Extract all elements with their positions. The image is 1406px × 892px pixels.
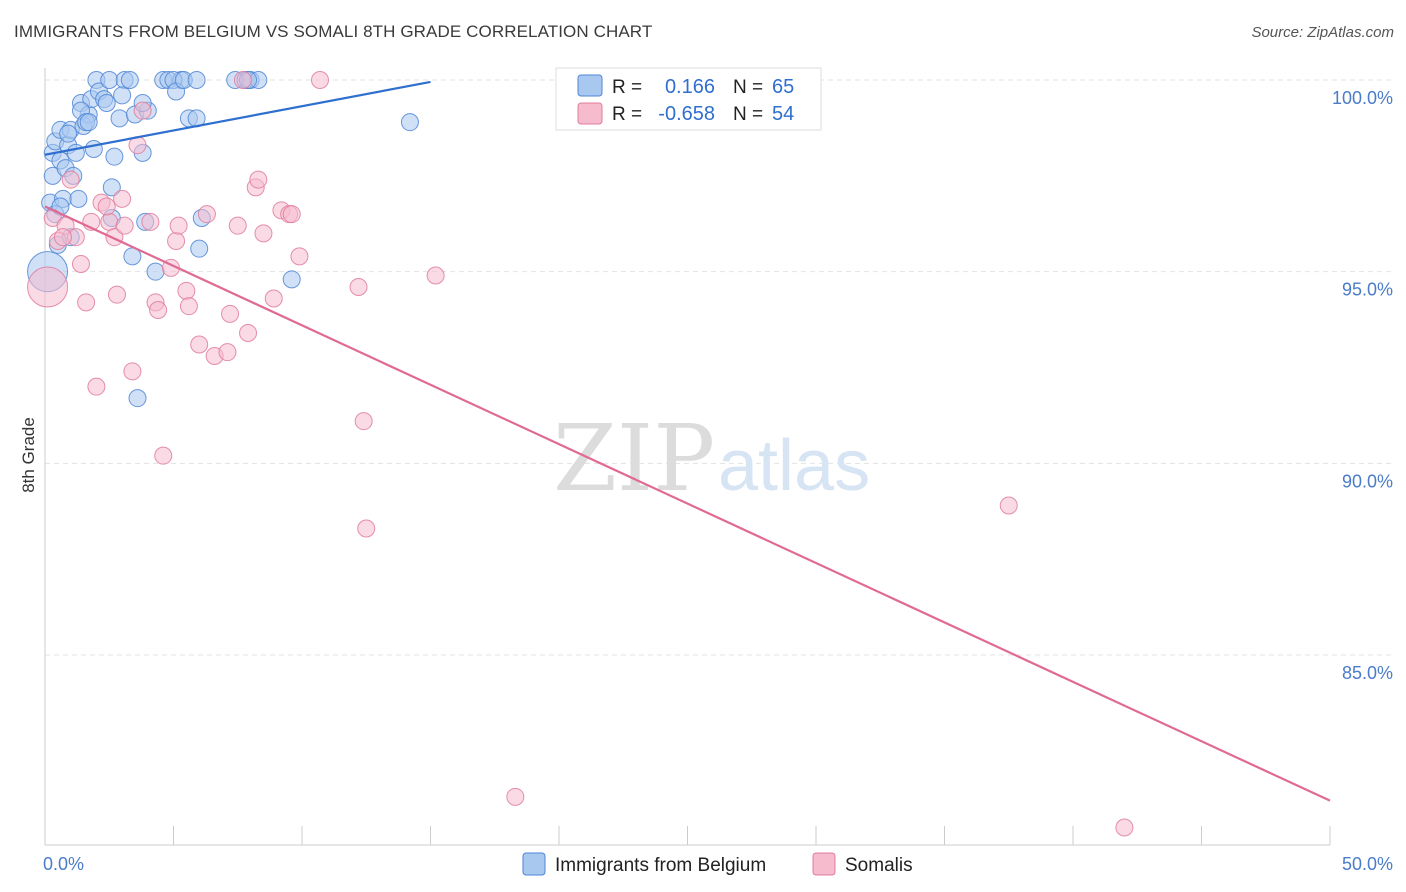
y-axis-title: 8th Grade <box>19 417 38 493</box>
belgium-point <box>79 113 98 132</box>
somalis-point <box>27 266 69 308</box>
stats-r-value-pink: -0.658 <box>658 103 715 125</box>
belgium-point <box>282 270 301 289</box>
y-tick-label: 95.0% <box>1342 280 1393 300</box>
stats-n-value-blue: 65 <box>772 76 794 98</box>
watermark-atlas: atlas <box>718 426 870 506</box>
somalis-point <box>179 297 198 316</box>
somalis-point <box>357 519 376 538</box>
belgium-point <box>100 71 119 89</box>
stats-legend: R = 0.166 N = 65 R = -0.658 N = 54 <box>555 67 822 131</box>
somalis-point <box>282 205 301 224</box>
belgium-point <box>187 71 206 89</box>
somalis-point <box>254 224 273 243</box>
belgium-point <box>113 86 132 105</box>
somalis-point <box>115 216 134 235</box>
stats-n-value-pink: 54 <box>772 103 794 125</box>
grid-layer <box>45 79 1395 656</box>
stats-n-label-pink: N = <box>733 104 763 125</box>
stats-r-label-pink: R = <box>612 104 642 125</box>
somalis-point <box>1115 818 1134 837</box>
somalis-point <box>97 197 116 216</box>
somalis-point <box>149 301 168 319</box>
somalis-point <box>999 496 1018 515</box>
somalis-point <box>53 228 72 247</box>
chart-source: Source: ZipAtlas.com <box>1251 24 1394 41</box>
chart-title: IMMIGRANTS FROM BELGIUM VS SOMALI 8TH GR… <box>14 22 653 41</box>
legend-label-somalis: Somalis <box>845 855 913 876</box>
somalis-point <box>177 281 196 300</box>
belgium-point <box>102 178 121 197</box>
watermark-zip: ZIP <box>553 405 715 512</box>
series-legend: Immigrants from Belgium Somalis <box>522 852 913 876</box>
somalis-point <box>133 101 152 120</box>
stats-legend-swatch-pink <box>577 102 603 125</box>
somalis-point <box>197 205 216 224</box>
x-tick-label: 0.0% <box>43 854 84 874</box>
legend-swatch-belgium <box>522 852 546 876</box>
somalis-point <box>264 289 283 308</box>
somalis-point <box>167 232 186 250</box>
somalis-point <box>61 170 80 189</box>
belgium-point <box>400 113 419 132</box>
somalis-point <box>100 212 119 231</box>
axis-layer: 100.0% 95.0% 90.0% 85.0% 0.0% 50.0% <box>43 68 1393 874</box>
somalis-point <box>113 189 132 208</box>
legend-label-belgium: Immigrants from Belgium <box>555 855 766 876</box>
somalis-point <box>71 255 90 273</box>
belgium-point <box>146 262 165 281</box>
somalis-point <box>239 324 258 342</box>
legend-swatch-somalis <box>812 852 836 876</box>
somalis-point <box>141 212 160 231</box>
somalis-point <box>349 278 368 296</box>
belgium-point <box>110 109 129 128</box>
somalis-point <box>107 285 126 304</box>
somalis-point <box>77 293 96 312</box>
belgium-point <box>128 389 147 408</box>
somalis-point <box>249 170 268 189</box>
stats-n-label-blue: N = <box>733 77 763 98</box>
belgium-point <box>59 124 78 143</box>
points-layer <box>27 71 1134 837</box>
y-tick-label: 100.0% <box>1332 88 1393 108</box>
somalis-trendline <box>44 205 1331 802</box>
y-tick-label: 85.0% <box>1342 663 1393 683</box>
somalis-point <box>218 343 237 362</box>
belgium-point <box>105 147 124 166</box>
y-tick-label: 90.0% <box>1342 471 1393 491</box>
somalis-point <box>506 787 525 806</box>
watermark: ZIP atlas <box>553 405 870 512</box>
stats-r-label-blue: R = <box>612 77 642 98</box>
somalis-point <box>233 71 252 89</box>
somalis-point <box>310 71 329 89</box>
somalis-point <box>290 247 309 266</box>
somalis-point <box>228 216 247 235</box>
somalis-point <box>123 362 142 381</box>
belgium-point <box>120 71 139 89</box>
somalis-point <box>426 266 445 285</box>
trend-layer <box>44 80 1331 802</box>
somalis-point <box>87 377 106 396</box>
x-tick-label: 50.0% <box>1342 854 1393 874</box>
stats-r-value-blue: 0.166 <box>665 76 715 98</box>
belgium-point <box>190 239 209 258</box>
belgium-point <box>97 94 116 112</box>
stats-legend-swatch-blue <box>577 74 603 97</box>
somalis-point <box>354 412 373 431</box>
somalis-point <box>190 335 209 354</box>
belgium-trendline <box>44 80 431 156</box>
somalis-point <box>221 304 240 323</box>
somalis-point <box>154 446 173 465</box>
somalis-point <box>169 216 188 235</box>
belgium-point <box>69 189 88 208</box>
belgium-point <box>84 140 103 158</box>
